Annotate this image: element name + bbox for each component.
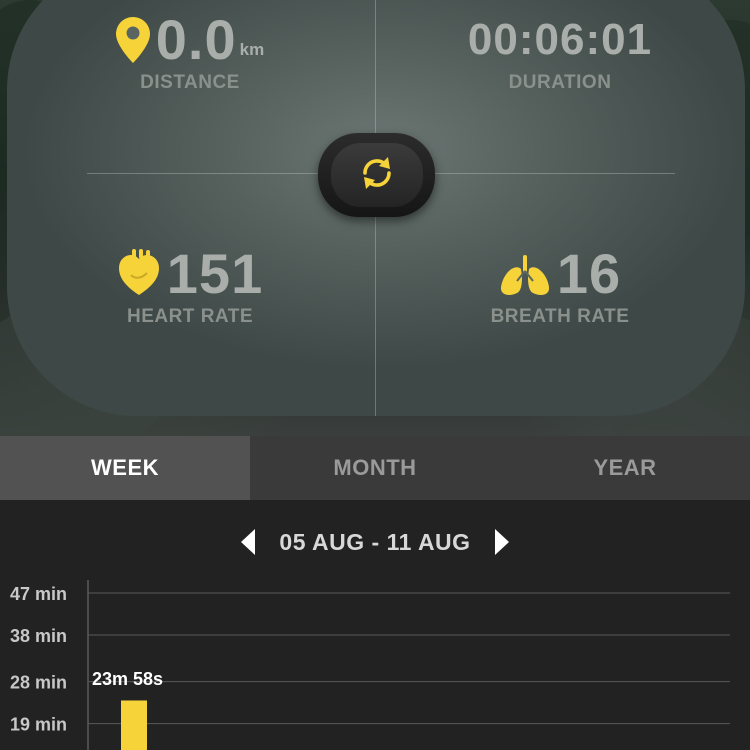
chevron-right-icon[interactable] <box>494 529 509 555</box>
lungs-icon <box>499 255 551 302</box>
y-tick-label: 47 min <box>10 584 67 604</box>
heart-rate-label: HEART RATE <box>126 306 254 327</box>
y-tick-label: 38 min <box>10 626 67 646</box>
hero-background: 0.0 km DISTANCE 00:06:01 DURATION <box>0 0 750 436</box>
chart-bar[interactable] <box>121 700 147 750</box>
chart-svg: 47 min 38 min 28 min 19 min 23m 58s <box>10 580 730 750</box>
heart-rate-value: 151 <box>166 242 264 305</box>
distance-unit: km <box>239 40 265 59</box>
date-range-label: 05 AUG - 11 AUG <box>279 528 471 555</box>
refresh-button-face <box>330 143 423 207</box>
heart-rate-stat: 151 HEART RATE <box>100 246 280 328</box>
tab-week[interactable]: WEEK <box>0 436 250 500</box>
activity-chart: 47 min 38 min 28 min 19 min 23m 58s <box>0 570 750 750</box>
y-tick-label: 19 min <box>10 715 67 735</box>
refresh-button[interactable] <box>318 133 435 217</box>
heart-icon <box>117 249 161 302</box>
distance-stat: 0.0 km DISTANCE <box>100 12 280 94</box>
bar-value-label: 23m 58s <box>92 669 163 689</box>
tab-year[interactable]: YEAR <box>593 455 657 480</box>
date-navigation: 05 AUG - 11 AUG <box>0 500 750 584</box>
distance-label: DISTANCE <box>140 72 240 93</box>
distance-value: 0.0 <box>155 8 237 71</box>
y-tick-label: 28 min <box>10 673 67 693</box>
duration-label: DURATION <box>508 72 612 93</box>
breath-rate-value: 16 <box>556 242 622 305</box>
period-tabs: WEEK MONTH YEAR <box>0 436 750 500</box>
chevron-left-icon[interactable] <box>241 529 256 555</box>
breath-rate-stat: 16 BREATH RATE <box>470 246 650 328</box>
duration-stat: 00:06:01 DURATION <box>440 12 680 94</box>
tab-month[interactable]: MONTH <box>333 455 417 480</box>
duration-value: 00:06:01 <box>467 15 653 64</box>
breath-rate-label: BREATH RATE <box>490 306 630 327</box>
location-pin-icon <box>115 17 150 68</box>
refresh-icon <box>357 153 397 198</box>
